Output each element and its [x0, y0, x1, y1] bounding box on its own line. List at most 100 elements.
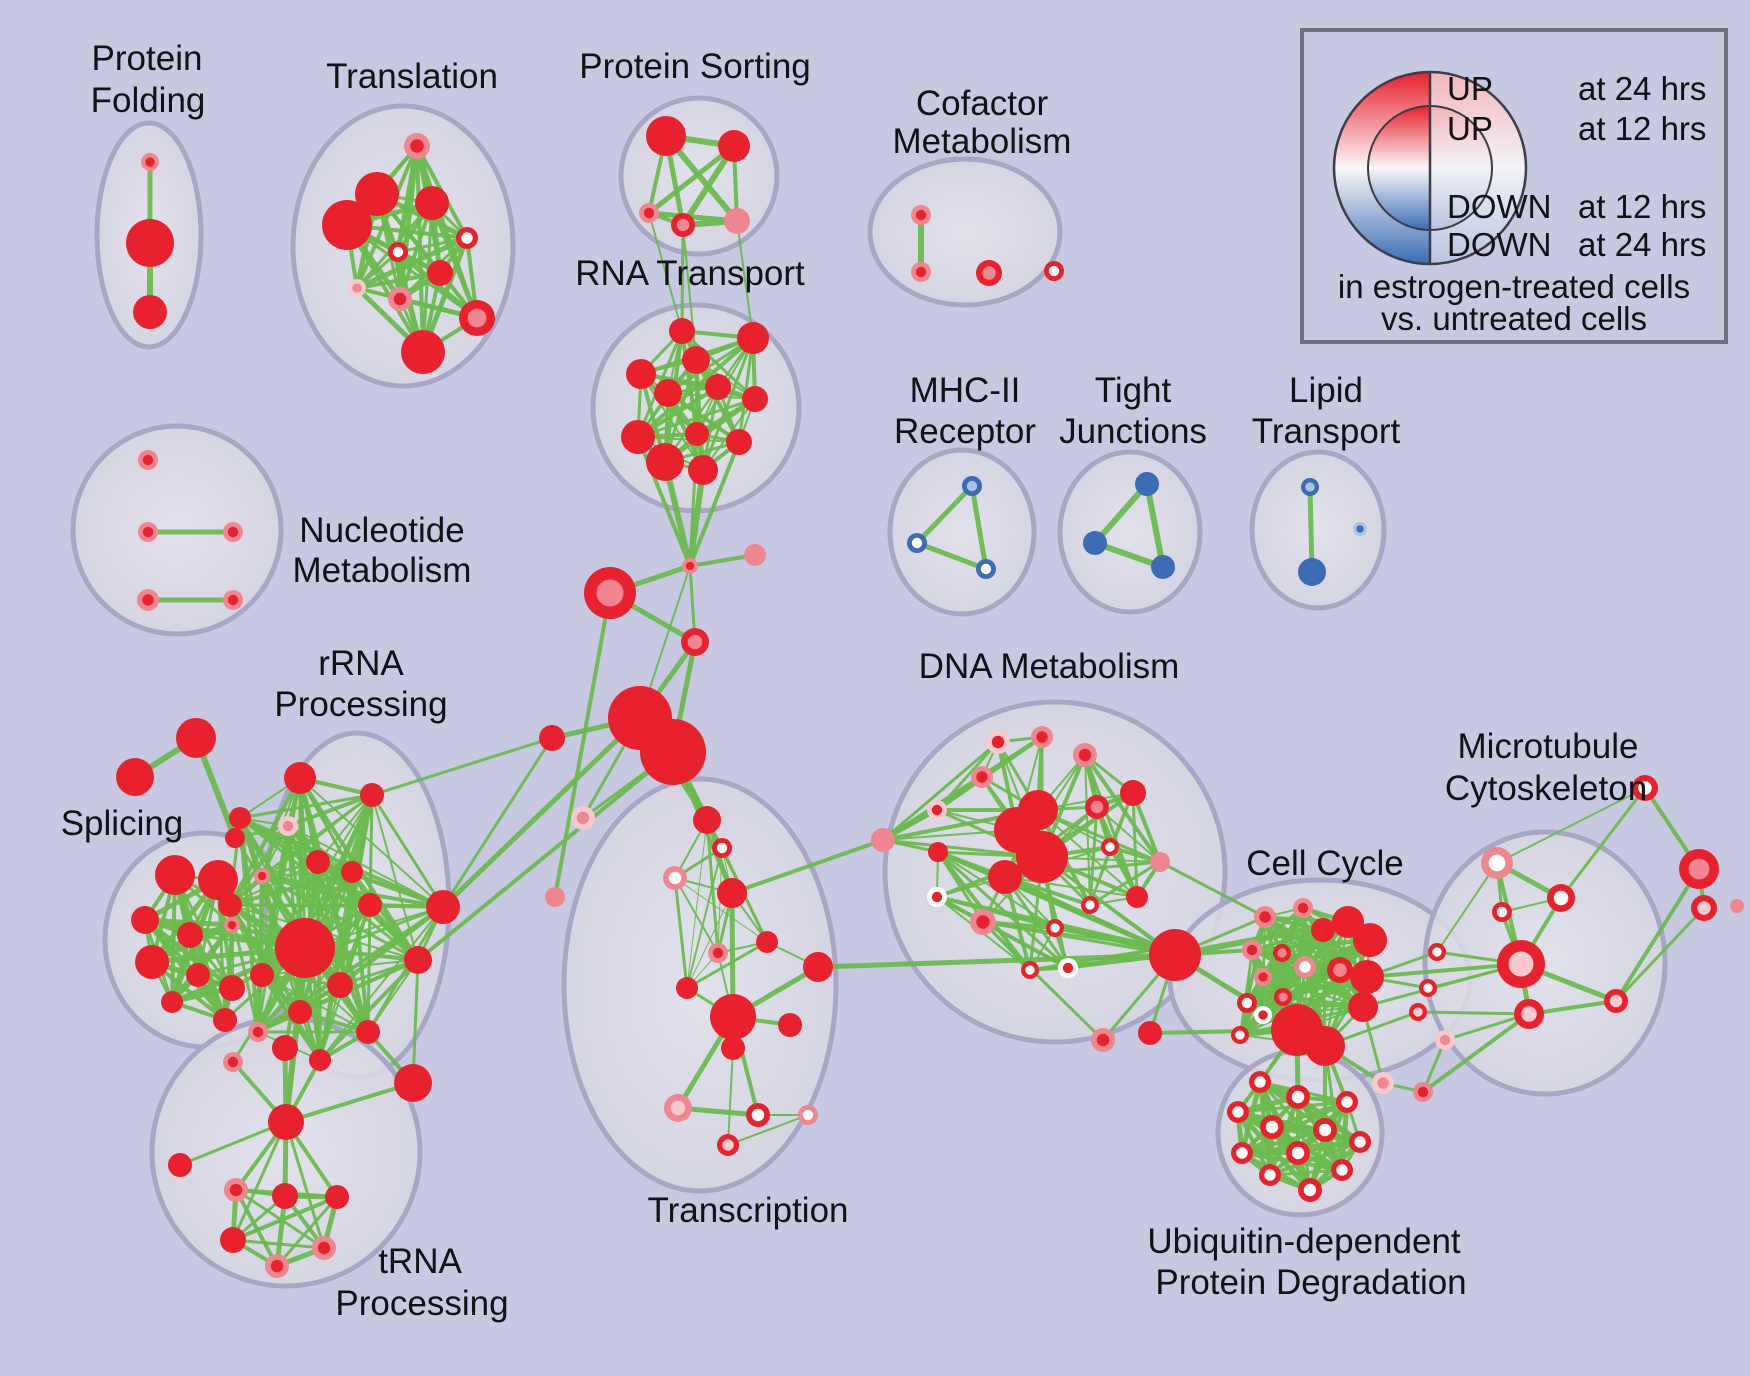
network-node[interactable]: [871, 828, 895, 852]
network-node[interactable]: [685, 422, 709, 446]
network-node[interactable]: [1313, 1118, 1337, 1142]
network-node[interactable]: [1301, 478, 1319, 496]
network-node[interactable]: [404, 946, 432, 974]
network-node[interactable]: [427, 260, 453, 286]
network-node[interactable]: [1413, 1082, 1433, 1102]
network-node[interactable]: [1350, 960, 1384, 994]
network-node[interactable]: [155, 855, 195, 895]
network-node[interactable]: [1419, 979, 1437, 997]
network-node[interactable]: [1254, 906, 1276, 928]
network-node[interactable]: [1138, 1021, 1162, 1045]
network-node[interactable]: [1149, 929, 1201, 981]
network-node[interactable]: [1353, 522, 1367, 536]
network-node[interactable]: [1016, 831, 1068, 883]
network-node[interactable]: [1730, 899, 1744, 913]
network-node[interactable]: [737, 322, 769, 354]
network-node[interactable]: [284, 762, 316, 794]
network-node[interactable]: [161, 991, 183, 1013]
network-node[interactable]: [705, 374, 731, 400]
network-node[interactable]: [312, 1236, 336, 1260]
network-node[interactable]: [1031, 726, 1053, 748]
network-node[interactable]: [962, 476, 982, 496]
network-node[interactable]: [401, 330, 445, 374]
network-node[interactable]: [275, 918, 335, 978]
network-node[interactable]: [1547, 884, 1575, 912]
network-node[interactable]: [225, 828, 245, 848]
network-node[interactable]: [907, 533, 927, 553]
network-node[interactable]: [229, 807, 251, 829]
network-node[interactable]: [712, 838, 732, 858]
network-node[interactable]: [1286, 1085, 1310, 1109]
network-node[interactable]: [718, 130, 750, 162]
network-node[interactable]: [1497, 940, 1545, 988]
network-node[interactable]: [388, 242, 408, 262]
network-node[interactable]: [669, 318, 695, 344]
network-node[interactable]: [976, 559, 996, 579]
network-node[interactable]: [176, 718, 216, 758]
network-node[interactable]: [1428, 943, 1446, 961]
network-node[interactable]: [135, 945, 169, 979]
network-node[interactable]: [911, 205, 931, 225]
network-node[interactable]: [1372, 1072, 1394, 1094]
network-node[interactable]: [724, 208, 750, 234]
network-node[interactable]: [456, 227, 478, 249]
network-node[interactable]: [742, 386, 768, 412]
network-node[interactable]: [1242, 940, 1262, 960]
network-node[interactable]: [1336, 1091, 1358, 1113]
network-node[interactable]: [664, 1094, 692, 1122]
network-node[interactable]: [1254, 968, 1272, 986]
network-node[interactable]: [798, 1105, 818, 1125]
network-node[interactable]: [1046, 919, 1064, 937]
network-node[interactable]: [682, 346, 710, 374]
network-node[interactable]: [288, 1000, 312, 1024]
network-node[interactable]: [1691, 895, 1717, 921]
network-node[interactable]: [309, 1049, 331, 1071]
network-node[interactable]: [688, 455, 718, 485]
network-node[interactable]: [717, 1134, 739, 1156]
network-node[interactable]: [1091, 1028, 1115, 1052]
network-node[interactable]: [663, 866, 687, 890]
network-node[interactable]: [988, 860, 1022, 894]
network-node[interactable]: [976, 260, 1002, 286]
network-node[interactable]: [360, 783, 384, 807]
network-node[interactable]: [1679, 849, 1719, 889]
network-node[interactable]: [721, 1036, 745, 1060]
network-node[interactable]: [726, 429, 752, 455]
network-node[interactable]: [803, 952, 833, 982]
network-node[interactable]: [426, 890, 460, 924]
network-node[interactable]: [272, 1035, 298, 1061]
network-node[interactable]: [356, 1020, 380, 1044]
network-node[interactable]: [639, 203, 659, 223]
network-node[interactable]: [213, 1008, 237, 1032]
network-node[interactable]: [1305, 1026, 1345, 1066]
network-node[interactable]: [970, 909, 996, 935]
network-node[interactable]: [223, 522, 243, 542]
network-node[interactable]: [1249, 1071, 1271, 1093]
network-node[interactable]: [1349, 1131, 1371, 1153]
network-node[interactable]: [141, 153, 159, 171]
network-node[interactable]: [744, 544, 766, 566]
network-node[interactable]: [1126, 886, 1148, 908]
network-node[interactable]: [219, 975, 245, 1001]
network-node[interactable]: [358, 893, 382, 917]
network-node[interactable]: [138, 522, 158, 542]
network-node[interactable]: [327, 972, 353, 998]
network-node[interactable]: [220, 1227, 246, 1253]
network-node[interactable]: [971, 766, 993, 788]
network-node[interactable]: [1409, 1003, 1427, 1021]
network-node[interactable]: [265, 1254, 289, 1278]
network-node[interactable]: [1435, 1030, 1455, 1050]
network-node[interactable]: [1259, 1164, 1281, 1186]
network-node[interactable]: [1298, 1178, 1322, 1202]
network-node[interactable]: [268, 1104, 304, 1140]
network-node[interactable]: [1604, 989, 1628, 1013]
network-node[interactable]: [223, 590, 243, 610]
network-node[interactable]: [1273, 944, 1291, 962]
network-node[interactable]: [1083, 531, 1107, 555]
network-node[interactable]: [322, 200, 372, 250]
network-node[interactable]: [223, 1052, 243, 1072]
network-node[interactable]: [1044, 261, 1064, 281]
network-node[interactable]: [1492, 902, 1512, 922]
network-node[interactable]: [545, 887, 565, 907]
network-node[interactable]: [1254, 1006, 1272, 1024]
